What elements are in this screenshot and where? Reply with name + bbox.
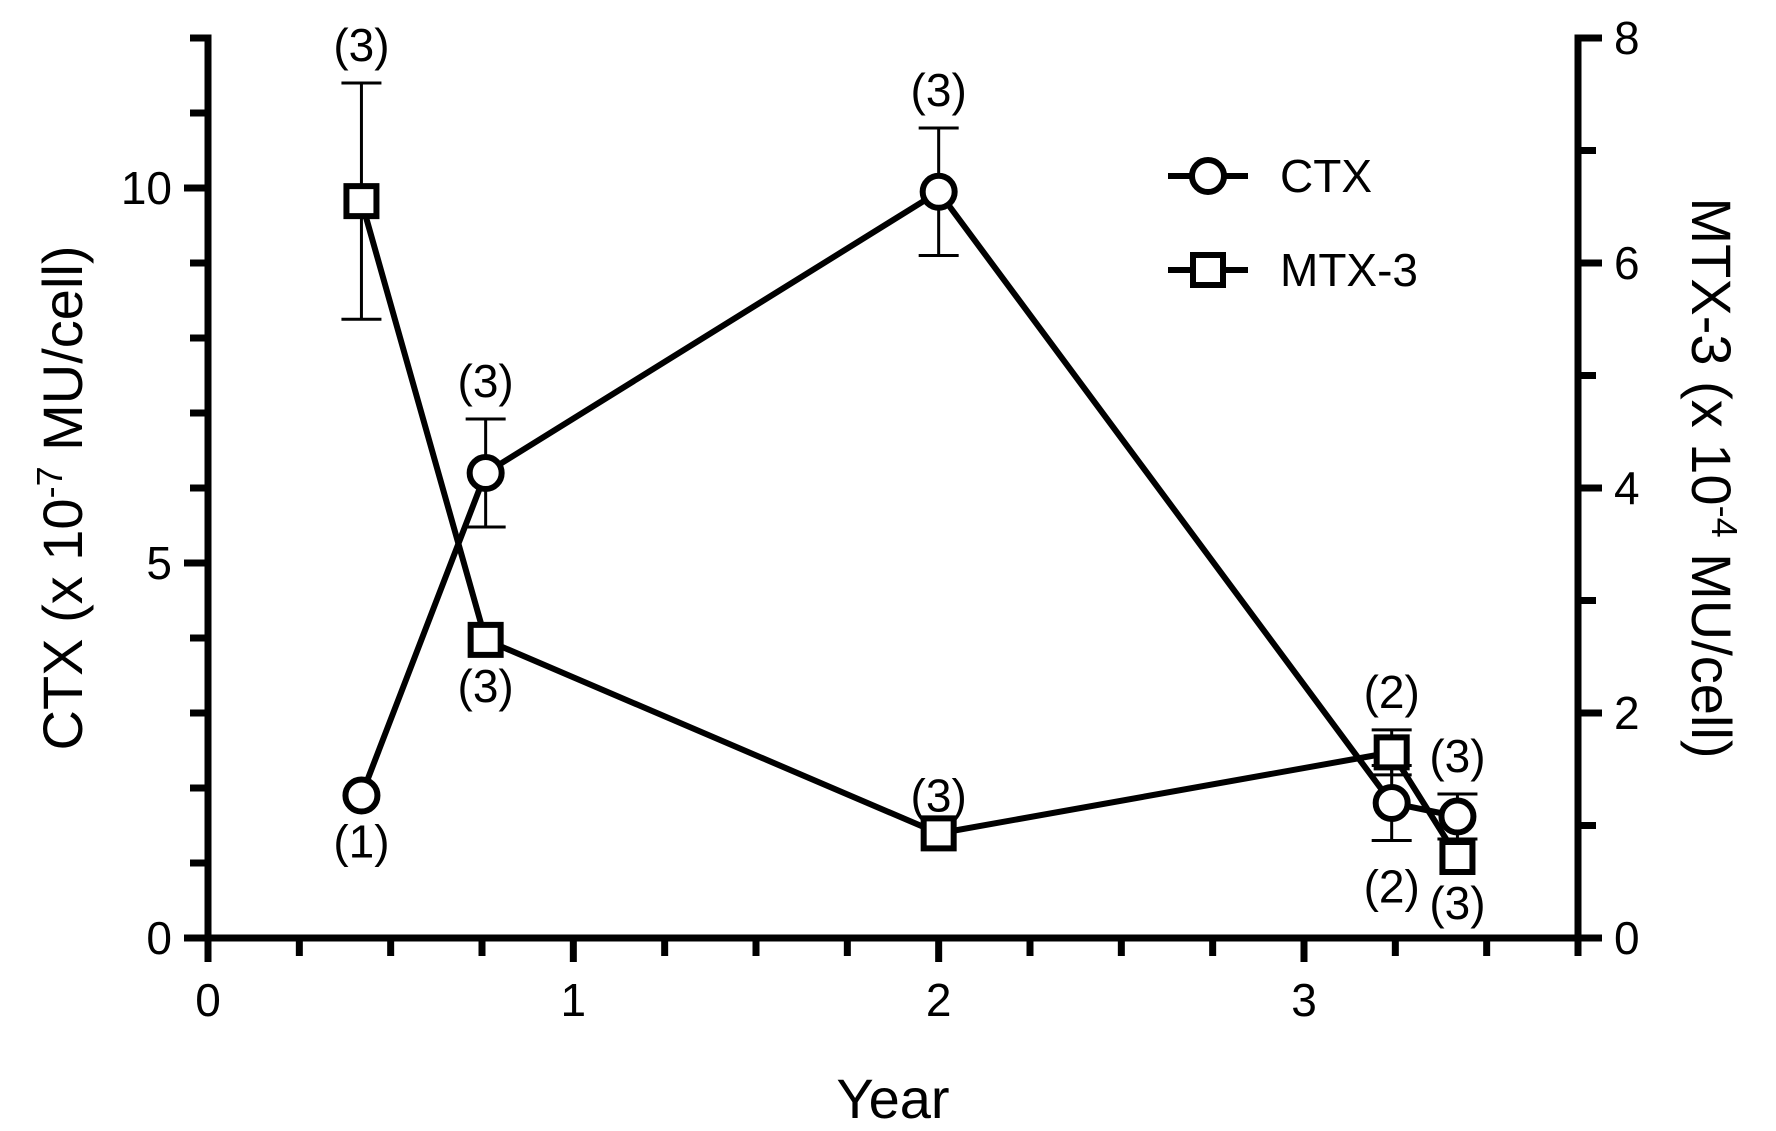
mtx-3-n-label: (2) (1364, 666, 1420, 718)
mtx-3-point (920, 815, 957, 852)
x-tick-label: 0 (195, 974, 221, 1026)
series-layer: (1)(3)(3)(2)(3)(3)(3)(3)(2)(3) (333, 19, 1485, 929)
mtx-3-point (1439, 839, 1476, 875)
right-y-axis-title-base: MTX-3 (x 10 (1680, 198, 1743, 506)
ctx-point (1438, 797, 1477, 836)
legend-marker (1189, 157, 1227, 195)
left-y-axis-title-exponent: -7 (29, 466, 70, 498)
ctx-n-label: (3) (458, 355, 514, 407)
left-y-tick-label: 0 (146, 912, 172, 964)
left-y-axis-title: CTX (x 10-7 MU/cell) (29, 246, 94, 751)
right-y-tick-label: 0 (1614, 912, 1640, 964)
right-y-axis-title-exponent: -4 (1704, 506, 1745, 538)
legend-entry-mtx-3: MTX-3 (1168, 244, 1418, 296)
axis-titles: Year CTX (x 10-7 MU/cell) MTX-3 (x 10-4 … (29, 198, 1745, 1130)
left-y-tick-label: 5 (146, 537, 172, 589)
right-y-tick-label: 4 (1614, 462, 1640, 514)
legend-marker (1190, 252, 1226, 288)
mtx-3-n-label: (3) (458, 660, 514, 712)
right-y-tick-label: 2 (1614, 687, 1640, 739)
legend-label: MTX-3 (1280, 244, 1418, 296)
mtx-3-point (467, 621, 504, 658)
x-tick-label: 3 (1291, 974, 1317, 1026)
left-y-tick-label: 10 (121, 162, 172, 214)
ctx-n-label: (2) (1364, 861, 1420, 913)
ctx-point (1372, 784, 1411, 822)
mtx-3-n-label: (3) (333, 19, 389, 71)
series-mtx-3: (3)(3)(3)(2)(3) (333, 19, 1485, 929)
legend-label: CTX (1280, 150, 1372, 202)
x-tick-label: 1 (561, 974, 587, 1026)
ctx-point (342, 776, 381, 815)
ctx-n-label: (3) (911, 64, 967, 116)
mtx-3-line (358, 200, 1460, 859)
right-y-tick-label: 6 (1614, 237, 1640, 289)
series-ctx: (1)(3)(3)(2)(3) (333, 64, 1485, 913)
mtx-3-n-label: (3) (1429, 877, 1485, 929)
x-tick-label: 2 (926, 974, 952, 1026)
right-y-axis-title-tail: MU/cell) (1680, 538, 1743, 759)
ctx-point (466, 454, 505, 492)
x-axis-title: Year (836, 1067, 949, 1130)
mtx-3-point (343, 183, 380, 220)
mtx-3-point (1373, 734, 1410, 771)
ctx-n-label: (1) (333, 816, 389, 868)
legend-entry-ctx: CTX (1168, 150, 1372, 202)
legend: CTX MTX-3 (1168, 150, 1418, 296)
right-y-axis-title: MTX-3 (x 10-4 MU/cell) (1680, 198, 1745, 759)
left-y-axis-title-tail: MU/cell) (31, 246, 94, 467)
ctx-point (919, 172, 958, 211)
left-y-axis-title-base: CTX (x 10 (31, 498, 94, 750)
mtx-3-n-label: (3) (911, 769, 967, 821)
ctx-n-label: (3) (1429, 730, 1485, 782)
right-y-tick-label: 8 (1614, 12, 1640, 64)
axes: 0 1 2 3 0 5 10 0 2 4 6 8 (121, 12, 1640, 1026)
